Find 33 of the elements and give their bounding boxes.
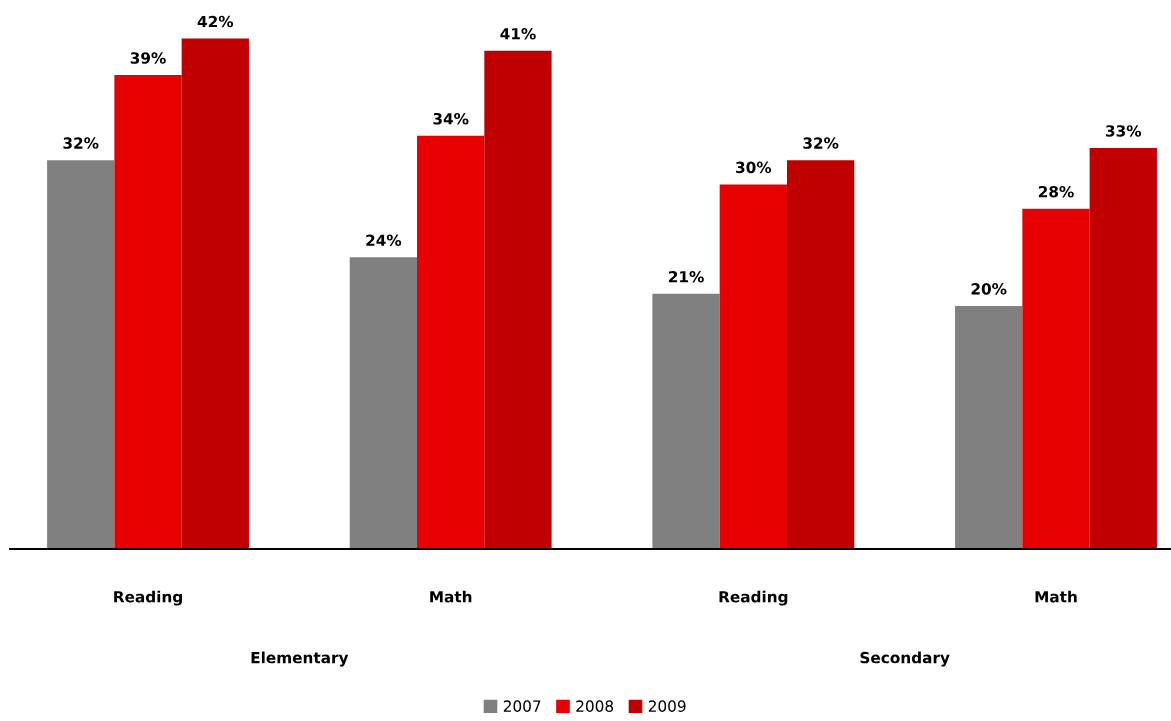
- data-label: 24%: [366, 234, 402, 247]
- legend-label: 2008: [576, 700, 614, 712]
- data-label: 20%: [971, 283, 1007, 295]
- bar: [1022, 208, 1090, 549]
- legend-label: 2007: [503, 700, 541, 712]
- data-label: 42%: [197, 15, 234, 28]
- bar: [786, 160, 855, 549]
- bar: [417, 135, 485, 549]
- bar: [349, 257, 418, 549]
- x-tick-label: Reading: [114, 590, 182, 606]
- text: Secondary: [860, 651, 950, 667]
- bar: [955, 305, 1023, 549]
- bar: [652, 293, 720, 549]
- data-label: 33%: [1106, 125, 1142, 137]
- data-label: 32%: [803, 137, 839, 149]
- bar: [484, 50, 552, 549]
- data-label: 30%: [736, 161, 772, 174]
- data-label: 41%: [500, 27, 536, 40]
- x-tick-label: Reading: [719, 590, 788, 606]
- x-tick-label: Math: [1035, 590, 1077, 603]
- bar: [1089, 147, 1157, 549]
- data-label: 39%: [130, 52, 166, 64]
- bar: [181, 38, 249, 549]
- bar: [719, 184, 787, 549]
- text: Elementary: [251, 651, 349, 667]
- data-label: 21%: [668, 270, 704, 283]
- x-tick-label: Math: [430, 590, 472, 603]
- data-label: 28%: [1038, 185, 1074, 198]
- data-label: 32%: [63, 137, 99, 149]
- bar: [114, 75, 182, 549]
- bar: [47, 160, 115, 549]
- legend-label: 2009: [648, 700, 686, 712]
- data-label: 34%: [433, 112, 469, 125]
